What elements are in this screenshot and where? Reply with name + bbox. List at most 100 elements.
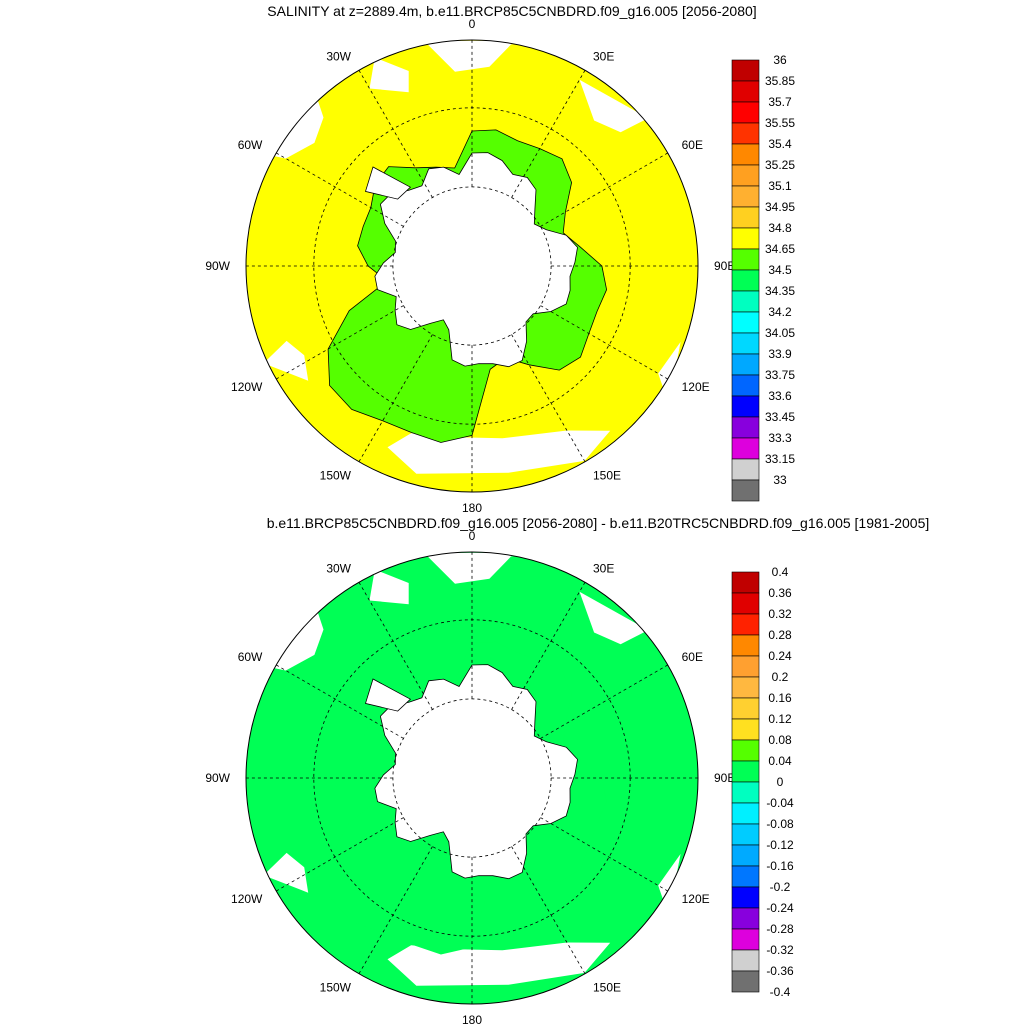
colorbar-swatch [731, 122, 760, 145]
colorbar-tick-label: 0.4 [772, 565, 789, 579]
colorbar-tick-label: 0.12 [768, 712, 792, 726]
colorbar-swatch [731, 290, 760, 313]
colorbar-swatch [731, 101, 760, 124]
colorbar-swatch [731, 374, 760, 397]
colorbar-tick-label: 34.95 [765, 200, 795, 214]
colorbar-swatch [731, 227, 760, 250]
longitude-gridline [540, 305, 668, 380]
colorbar-tick-label: 34.35 [765, 284, 795, 298]
longitude-label: 120E [682, 892, 710, 906]
colorbar-tick-label: 33.75 [765, 368, 795, 382]
colorbar-tick-label: -0.32 [766, 943, 794, 957]
colorbar-swatch [731, 395, 760, 418]
map-boundary [245, 39, 699, 493]
longitude-gridline [276, 152, 404, 227]
longitude-label: 150E [593, 981, 621, 995]
colorbar-swatch [731, 164, 760, 187]
colorbar-swatch [731, 949, 760, 972]
colorbar-tick-label: 33 [773, 473, 787, 487]
longitude-label: 90E [714, 259, 735, 273]
colorbar-swatch [731, 928, 760, 951]
longitude-label: 150W [320, 469, 352, 483]
colorbar-tick-label: 0.28 [768, 628, 792, 642]
colorbar-tick-label: 34.5 [768, 263, 792, 277]
longitude-label: 0 [469, 529, 476, 543]
colorbar-swatch [731, 479, 760, 502]
longitude-label: 150E [593, 469, 621, 483]
colorbar-tick-label: 34.65 [765, 242, 795, 256]
longitude-gridline [276, 817, 404, 892]
colorbar-tick-label: -0.12 [766, 838, 794, 852]
colorbar-tick-label: -0.08 [766, 817, 794, 831]
colorbar-swatch [731, 416, 760, 439]
colorbar-swatch [731, 353, 760, 376]
colorbar-swatch [731, 865, 760, 888]
colorbar-1: 36 35.85 35.7 35.55 35.4 35.25 35.1 34.95 34.8 34… [731, 53, 795, 502]
colorbar-swatch [731, 143, 760, 166]
colorbar-tick-label: 33.15 [765, 452, 795, 466]
colorbar-swatch [731, 760, 760, 783]
colorbar-tick-label: 35.55 [765, 116, 795, 130]
longitude-label: 60E [682, 650, 703, 664]
colorbar-swatch [731, 59, 760, 82]
colorbar-tick-label: 0.24 [768, 649, 792, 663]
colorbar-swatch [731, 571, 760, 594]
colorbar-tick-label: 33.6 [768, 389, 792, 403]
colorbar-tick-label: 0.16 [768, 691, 792, 705]
longitude-gridline [511, 582, 586, 710]
longitude-label: 60W [238, 650, 263, 664]
longitude-label: 90W [205, 771, 230, 785]
polar-map-panel-2: 0 30E 60E 90E 120E 150E 180 150W 120W 90W 60W 30W 0.… [205, 529, 794, 1024]
colorbar-swatch [731, 886, 760, 909]
landmass-region [424, 552, 555, 584]
colorbar-tick-label: 33.3 [768, 431, 792, 445]
colorbar-swatch [731, 697, 760, 720]
longitude-label: 90E [714, 771, 735, 785]
colorbar-tick-label: 35.85 [765, 74, 795, 88]
colorbar-tick-label: 33.45 [765, 410, 795, 424]
colorbar-swatch [731, 311, 760, 334]
colorbar-swatch [731, 907, 760, 930]
colorbar-tick-label: -0.2 [770, 880, 791, 894]
colorbar-swatch [731, 823, 760, 846]
colorbar-swatch [731, 332, 760, 355]
longitude-label: 60W [238, 138, 263, 152]
colorbar-tick-label: 0.2 [772, 670, 789, 684]
colorbar-swatch [731, 613, 760, 636]
longitude-gridline [540, 152, 668, 227]
colorbar-swatch [731, 592, 760, 615]
longitude-label: 90W [205, 259, 230, 273]
colorbar-tick-label: -0.28 [766, 922, 794, 936]
antarctic-peninsula [364, 678, 412, 712]
colorbar-tick-label: 34.2 [768, 305, 792, 319]
longitude-gridline [511, 334, 586, 462]
longitude-label: 150W [320, 981, 352, 995]
colorbar-swatch [731, 458, 760, 481]
colorbar-swatch [731, 269, 760, 292]
longitude-gridline [511, 70, 586, 198]
colorbar-tick-label: 35.7 [768, 95, 792, 109]
colorbar-tick-label: 0.32 [768, 607, 792, 621]
colorbar-swatch [731, 655, 760, 678]
colorbar-swatch [731, 718, 760, 741]
map-boundary [245, 551, 699, 1005]
colorbar-tick-label: 33.9 [768, 347, 792, 361]
longitude-label: 0 [469, 17, 476, 31]
longitude-label: 30W [326, 561, 351, 575]
polar-map-panel-1: 0 30E 60E 90E 120E 150E 180 150W 120W 90W 60W 30W 36… [205, 17, 795, 515]
colorbar-tick-label: 34.05 [765, 326, 795, 340]
colorbar-tick-label: 0.04 [768, 754, 792, 768]
colorbar-swatch [731, 248, 760, 271]
colorbar-tick-label: -0.16 [766, 859, 794, 873]
colorbar-swatch [731, 80, 760, 103]
longitude-gridline [358, 582, 433, 710]
longitude-label: 120E [682, 380, 710, 394]
longitude-gridline [276, 664, 404, 739]
landmass-region [579, 79, 649, 133]
longitude-label: 180 [462, 1013, 482, 1024]
longitude-label: 120W [231, 380, 263, 394]
colorbar-swatch [731, 739, 760, 762]
landmass-region [263, 852, 309, 893]
colorbar-tick-label: 0.36 [768, 586, 792, 600]
longitude-label: 120W [231, 892, 263, 906]
